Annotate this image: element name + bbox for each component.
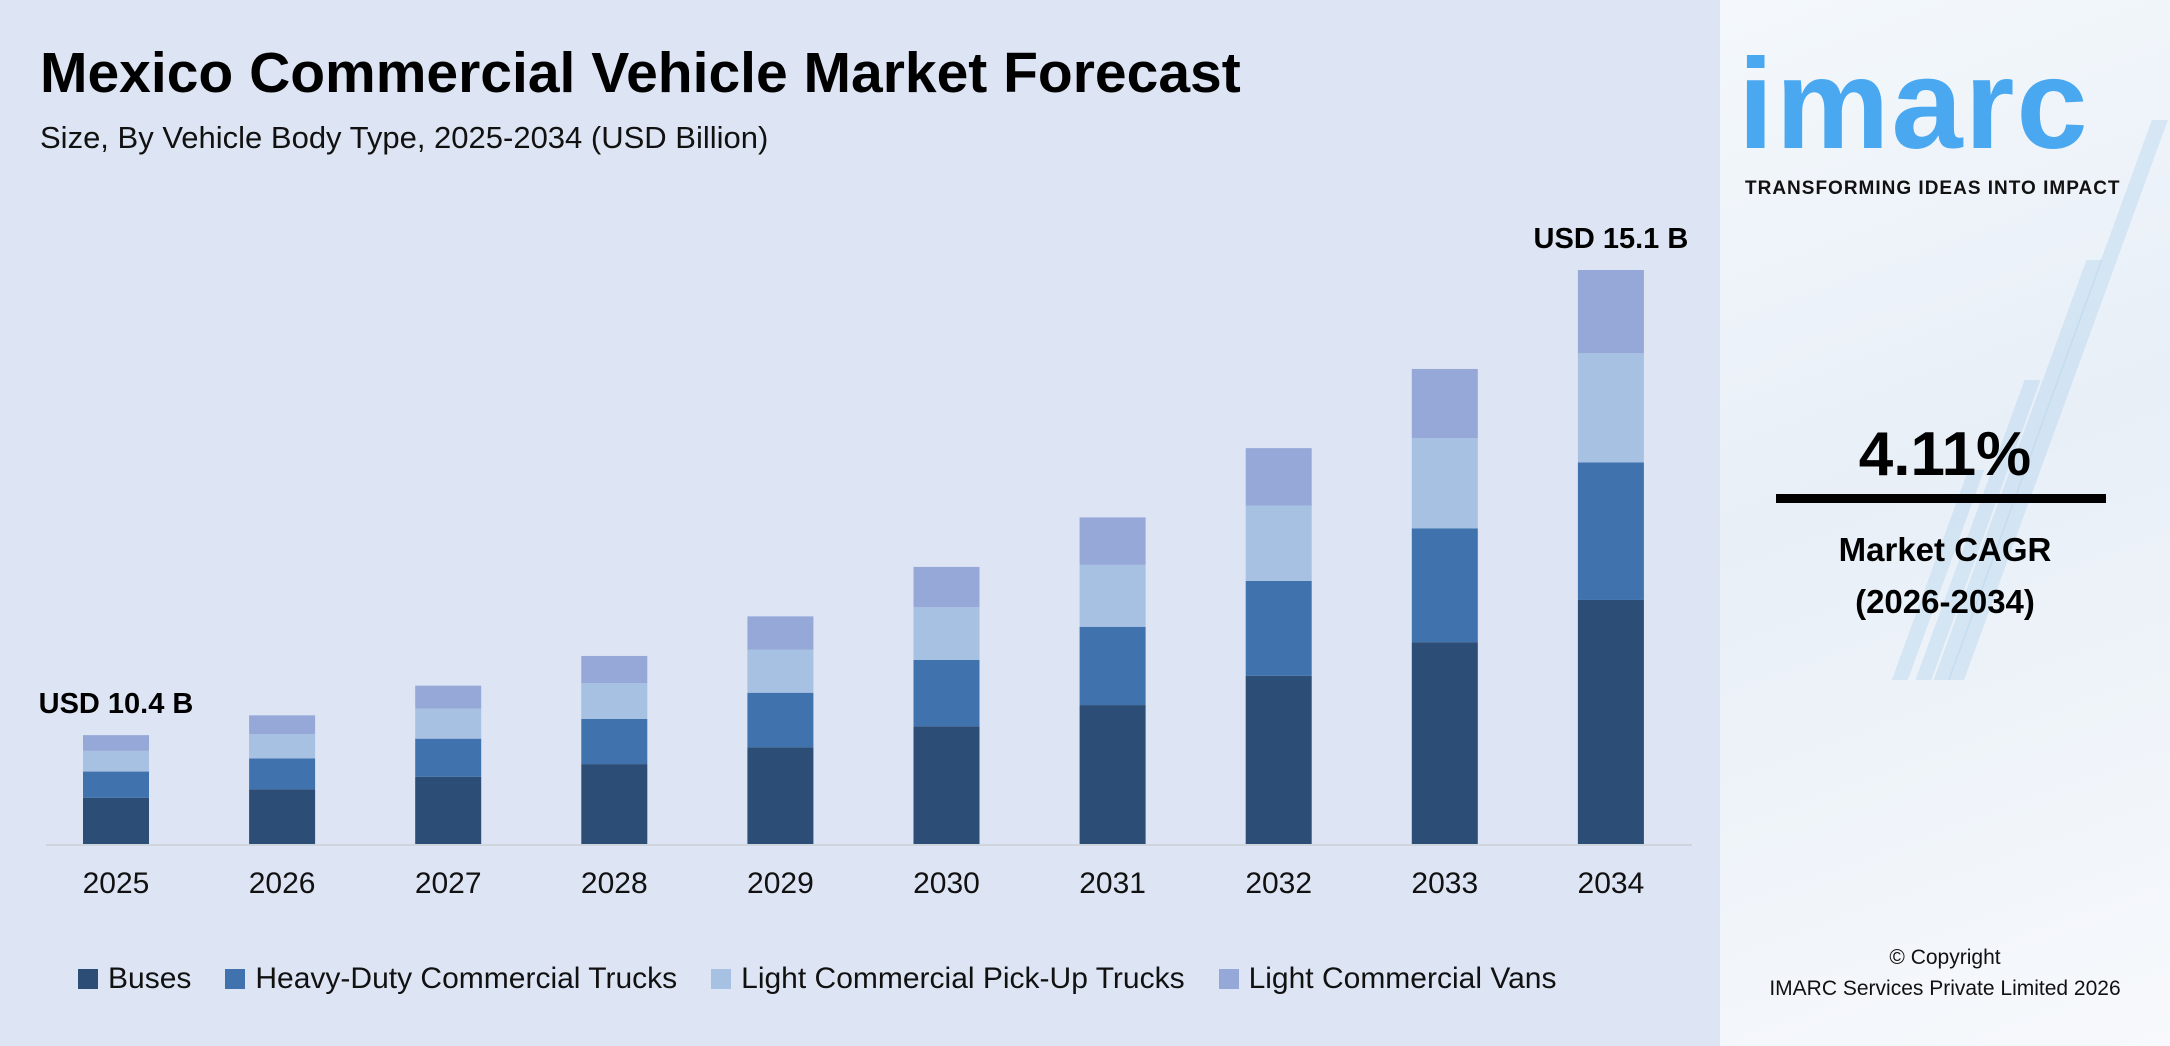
bar-segment-2030-buses	[913, 726, 980, 844]
bar-segment-2033-buses	[1411, 642, 1478, 844]
chart-title: Mexico Commercial Vehicle Market Forecas…	[40, 41, 1241, 105]
copyright-line2: IMARC Services Private Limited 2026	[1769, 977, 2121, 1000]
bar-segment-2027-light-commercial-pick-up-trucks	[415, 708, 482, 739]
logo-tagline: TRANSFORMING IDEAS INTO IMPACT	[1745, 178, 2121, 199]
cagr-divider	[1776, 494, 2106, 503]
bar-segment-2028-light-commercial-pick-up-trucks	[581, 683, 648, 719]
stacked-bar-chart: 2025 USD 10.4 B 2026 2027 2028 2029 2030 2031 20…	[39, 223, 1692, 900]
x-tick-label: 2028	[581, 867, 648, 900]
legend-label: Buses	[108, 962, 192, 995]
cagr-label: Market CAGR	[1838, 531, 2052, 568]
x-tick-label: 2033	[1411, 867, 1478, 900]
bar-segment-2032-heavy-duty-commercial-trucks	[1245, 580, 1312, 676]
x-tick-label: 2025	[83, 867, 150, 900]
bar-segment-2028-heavy-duty-commercial-trucks	[581, 718, 648, 765]
data-label-2025: USD 10.4 B	[39, 688, 194, 720]
cagr-period: (2026-2034)	[1855, 583, 2035, 620]
cagr-label-block: Market CAGR (2026-2034)	[1720, 524, 2170, 628]
legend-label: Heavy-Duty Commercial Trucks	[255, 962, 678, 995]
bar-segment-2030-light-commercial-pick-up-trucks	[913, 607, 980, 660]
x-tick-label: 2031	[1079, 867, 1146, 900]
side-panel	[1720, 0, 2170, 1046]
bar-segment-2025-light-commercial-pick-up-trucks	[83, 750, 149, 772]
bar-segment-2032-light-commercial-vans	[1245, 448, 1312, 506]
bar-segment-2026-heavy-duty-commercial-trucks	[249, 758, 316, 790]
bar-segment-2030-heavy-duty-commercial-trucks	[913, 659, 980, 727]
bar-segment-2029-light-commercial-vans	[747, 616, 814, 650]
bar-segment-2031-light-commercial-vans	[1079, 517, 1146, 565]
bar-segment-2034-buses	[1577, 599, 1644, 844]
bar-segment-2029-heavy-duty-commercial-trucks	[747, 692, 814, 748]
legend: Buses Heavy-Duty Commercial Trucks Light C…	[78, 962, 1556, 996]
x-tick-label: 2029	[747, 867, 814, 900]
bar-segment-2025-heavy-duty-commercial-trucks	[83, 771, 149, 798]
bar-segment-2033-light-commercial-vans	[1411, 368, 1478, 439]
bar-segment-2033-light-commercial-pick-up-trucks	[1411, 438, 1478, 529]
data-label-2034: USD 15.1 B	[1534, 223, 1689, 255]
bar-segment-2030-light-commercial-vans	[913, 566, 980, 608]
bar-segment-2025-buses	[83, 797, 149, 844]
bar-segment-2026-light-commercial-vans	[249, 715, 316, 735]
bar-segment-2025-light-commercial-vans	[83, 735, 149, 751]
bar-segment-2034-light-commercial-pick-up-trucks	[1577, 353, 1644, 463]
copyright-line1: © Copyright	[1889, 946, 2001, 969]
legend-label: Light Commercial Pick-Up Trucks	[741, 962, 1185, 995]
imarc-logo: imarc	[1738, 33, 2090, 176]
bar-segment-2032-light-commercial-pick-up-trucks	[1245, 505, 1312, 581]
bar-segment-2028-light-commercial-vans	[581, 655, 648, 684]
bar-segment-2031-buses	[1079, 705, 1146, 844]
bar-segment-2027-heavy-duty-commercial-trucks	[415, 738, 482, 777]
bar-segment-2028-buses	[581, 764, 648, 844]
x-tick-label: 2027	[415, 867, 482, 900]
x-tick-label: 2030	[913, 867, 980, 900]
bar-segment-2034-light-commercial-vans	[1577, 270, 1644, 354]
bar-segment-2034-heavy-duty-commercial-trucks	[1577, 462, 1644, 600]
bar-segment-2031-light-commercial-pick-up-trucks	[1079, 564, 1146, 627]
legend-label: Light Commercial Vans	[1248, 962, 1557, 995]
copyright: © Copyright IMARC Services Private Limit…	[1720, 942, 2170, 1004]
bar-segment-2027-buses	[415, 776, 482, 844]
legend-swatch	[1218, 969, 1239, 989]
x-tick-label: 2034	[1578, 867, 1645, 900]
chart-subtitle: Size, By Vehicle Body Type, 2025-2034 (U…	[40, 120, 769, 155]
bar-segment-2029-light-commercial-pick-up-trucks	[747, 649, 814, 693]
legend-item: Heavy-Duty Commercial Trucks	[225, 962, 677, 996]
legend-swatch	[711, 969, 732, 989]
bar-segment-2029-buses	[747, 747, 814, 844]
legend-item: Buses	[78, 962, 191, 996]
bar-segment-2027-light-commercial-vans	[415, 685, 482, 709]
bar-segment-2026-light-commercial-pick-up-trucks	[249, 734, 316, 759]
legend-item: Light Commercial Vans	[1218, 962, 1557, 996]
legend-swatch	[225, 969, 246, 989]
x-tick-label: 2026	[249, 867, 316, 900]
bar-segment-2026-buses	[249, 789, 316, 844]
bar-segment-2032-buses	[1245, 675, 1312, 844]
legend-item: Light Commercial Pick-Up Trucks	[711, 962, 1185, 996]
cagr-value: 4.11%	[1858, 420, 2032, 489]
bar-segment-2033-heavy-duty-commercial-trucks	[1411, 528, 1478, 643]
legend-swatch	[78, 969, 98, 989]
x-tick-label: 2032	[1245, 867, 1312, 900]
bar-segment-2031-heavy-duty-commercial-trucks	[1079, 626, 1146, 706]
